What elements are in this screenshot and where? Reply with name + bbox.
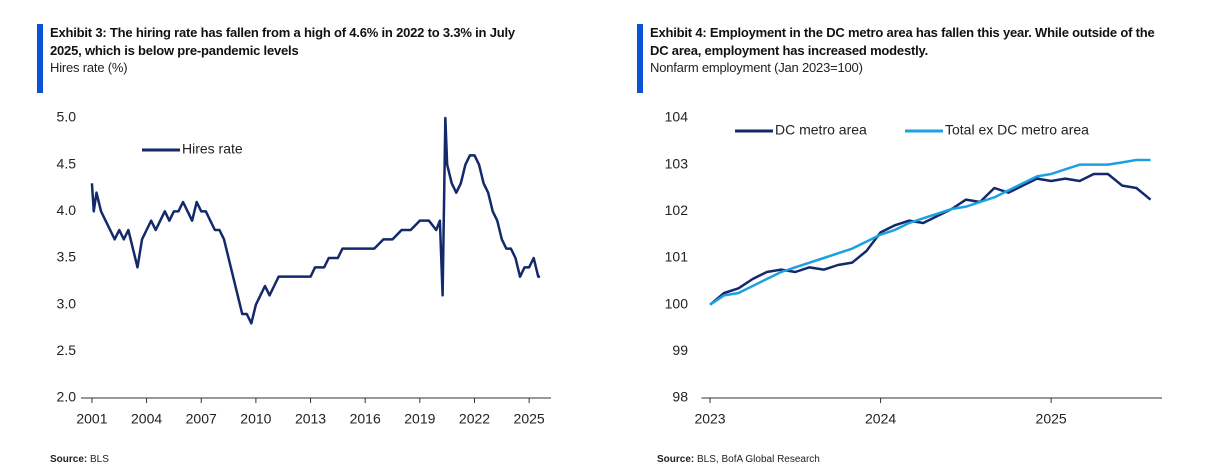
x-tick-label: 2024 xyxy=(865,411,896,427)
y-tick-label: 102 xyxy=(665,202,689,218)
chart-subtitle: Hires rate (%) xyxy=(50,60,128,75)
chart-title: Exhibit 3: The hiring rate has fallen fr… xyxy=(50,25,515,58)
y-tick-label: 3.5 xyxy=(57,249,77,265)
x-tick-label: 2007 xyxy=(186,411,217,427)
x-tick-label: 2001 xyxy=(76,411,107,427)
legend-label: Hires rate xyxy=(182,141,243,157)
x-tick-label: 2010 xyxy=(240,411,271,427)
x-tick-label: 2019 xyxy=(404,411,435,427)
chart-subtitle: Nonfarm employment (Jan 2023=100) xyxy=(650,60,863,75)
x-tick-label: 2023 xyxy=(694,411,725,427)
chart-header: Exhibit 4: Employment in the DC metro ar… xyxy=(637,24,1167,93)
data-line xyxy=(90,116,541,325)
y-tick-label: 4.5 xyxy=(57,155,77,171)
source: Source: BLS, BofA Global Research xyxy=(657,454,820,465)
chart-title: Exhibit 4: Employment in the DC metro ar… xyxy=(650,25,1155,58)
y-tick-label: 104 xyxy=(665,109,689,125)
x-tick-label: 2022 xyxy=(459,411,490,427)
x-tick-label: 2004 xyxy=(131,411,162,427)
source-text: BLS xyxy=(90,454,109,465)
y-tick-label: 5.0 xyxy=(57,109,77,125)
y-tick-label: 101 xyxy=(665,249,689,265)
x-tick-label: 2025 xyxy=(514,411,545,427)
y-tick-label: 103 xyxy=(665,155,689,171)
data-line xyxy=(709,172,1152,306)
y-tick-label: 100 xyxy=(665,295,689,311)
legend-label: DC metro area xyxy=(775,122,867,138)
x-tick-label: 2016 xyxy=(350,411,381,427)
source-label: Source: xyxy=(657,454,695,465)
legend-label: Total ex DC metro area xyxy=(945,122,1089,138)
y-tick-label: 2.5 xyxy=(57,342,77,358)
x-tick-label: 2013 xyxy=(295,411,326,427)
y-tick-label: 98 xyxy=(672,389,688,405)
y-tick-label: 4.0 xyxy=(57,202,77,218)
y-tick-label: 2.0 xyxy=(57,389,77,405)
source-label: Source: xyxy=(50,454,88,465)
data-line xyxy=(709,158,1151,306)
y-tick-label: 3.0 xyxy=(57,295,77,311)
chart-header: Exhibit 3: The hiring rate has fallen fr… xyxy=(37,24,537,93)
x-tick-label: 2025 xyxy=(1036,411,1067,427)
source-text: BLS, BofA Global Research xyxy=(697,454,820,465)
source: Source: BLS xyxy=(50,454,109,465)
y-tick-label: 99 xyxy=(672,342,688,358)
